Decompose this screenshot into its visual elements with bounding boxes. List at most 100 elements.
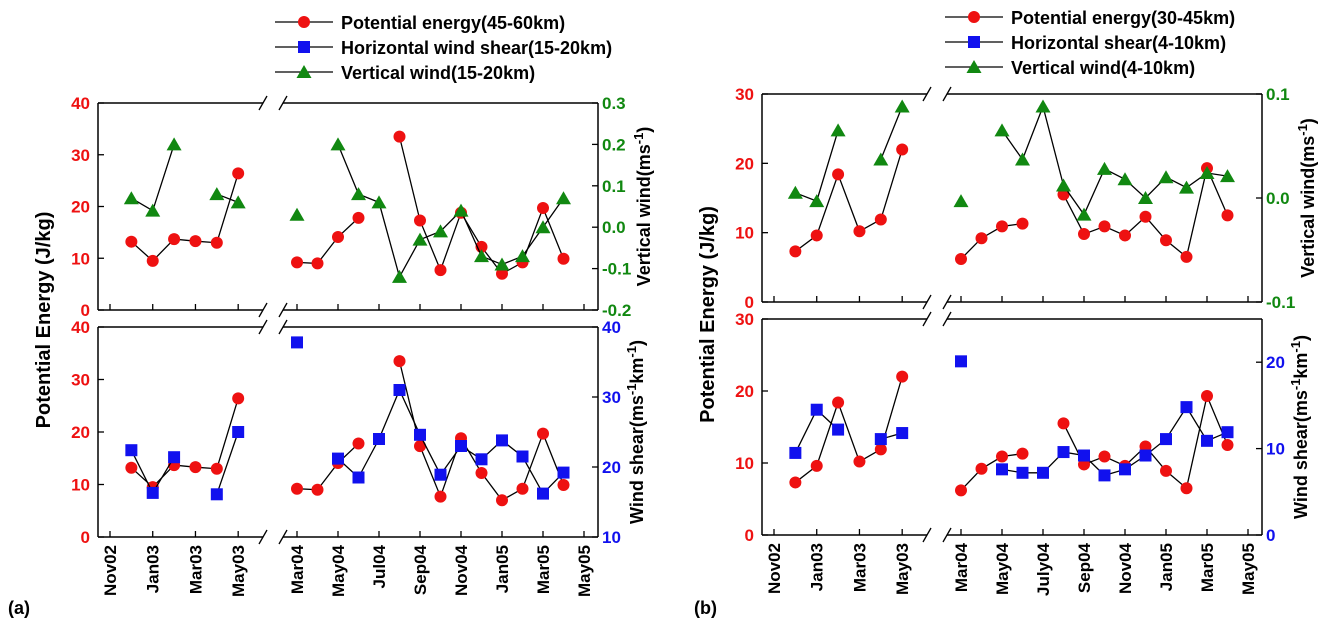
label-part: -1: [624, 384, 639, 396]
shear-point: [1057, 446, 1070, 459]
pe-point: [332, 231, 344, 244]
pe-point: [1098, 450, 1111, 463]
x-tick-label: Jan05: [1157, 543, 1176, 591]
axis-break-mark: [922, 86, 932, 102]
pe-point: [434, 264, 447, 277]
pe-point: [1057, 188, 1070, 201]
top-subplot: 0 10 20 30 40 -0.2 -0.1 0.0 0.1 0.2 0.3 Vertical wi…: [71, 94, 654, 320]
x-tick-label: May04: [993, 542, 1012, 595]
vw-point: [1138, 191, 1153, 204]
pe-point: [311, 483, 324, 496]
shear-point: [1221, 426, 1234, 439]
x-tick-label: May05: [1239, 543, 1258, 595]
pe-point: [291, 482, 303, 495]
pe-point: [1221, 209, 1234, 222]
vw-point: [1199, 166, 1215, 180]
vw-point: [166, 137, 182, 151]
pe-point: [896, 143, 909, 156]
axis-break-mark: [922, 294, 932, 310]
pe-point: [853, 455, 866, 468]
pe-point: [810, 459, 823, 472]
shear-line: [1001, 405, 1228, 477]
pe-line: [960, 452, 1023, 491]
vw-point: [371, 195, 387, 209]
y-tick-label-left: 20: [735, 154, 754, 173]
label-part: ): [1291, 335, 1311, 341]
shear-point: [1201, 434, 1213, 447]
pe-line: [130, 173, 239, 262]
pe-point: [996, 450, 1008, 463]
y-tick-label-right: 0.0: [1266, 189, 1290, 208]
x-tick-label: Nov04: [452, 544, 471, 596]
y-tick-label-left: 20: [71, 423, 90, 442]
pe-point: [125, 461, 138, 474]
label-part: ): [627, 340, 647, 346]
y-tick-label-right: 0.3: [602, 94, 626, 113]
shear-point: [455, 440, 467, 452]
pe-point: [1160, 234, 1172, 247]
pe-point: [832, 396, 845, 409]
pe-point: [298, 16, 310, 28]
axis-break-mark: [258, 302, 268, 318]
y-tick-label-right: 0.1: [1266, 85, 1290, 104]
x-tick-label: Nov04: [1116, 542, 1135, 594]
pe-point: [955, 484, 967, 497]
vw-point: [1056, 178, 1071, 192]
axis-break-mark: [258, 319, 268, 335]
pe-point: [189, 235, 202, 248]
vw-point: [230, 195, 246, 209]
vw-point: [1158, 170, 1174, 184]
y-tick-label-left: 30: [735, 85, 754, 104]
pe-point: [232, 167, 245, 180]
vw-point: [1220, 169, 1235, 183]
pe-point: [1160, 464, 1172, 477]
pe-point: [832, 168, 845, 181]
pe-point: [853, 225, 866, 238]
x-tick-label: Jan03: [808, 543, 827, 591]
vw-point: [1097, 161, 1112, 175]
top-subplot: 0 10 20 30 -0.1 0.0 0.1 Vertical wind(ms-1): [735, 85, 1318, 312]
y-tick-label-right: -0.2: [602, 301, 631, 320]
y-axis-label-left: Potential Energy (J/kg): [697, 206, 719, 423]
pe-point: [146, 254, 159, 267]
x-tick-label: May03: [893, 543, 912, 595]
y-tick-label-left: 40: [71, 94, 90, 113]
pe-point: [896, 370, 909, 383]
vw-line: [1001, 104, 1228, 216]
shear-point: [968, 36, 980, 48]
shear-point: [1180, 401, 1193, 414]
y-tick-label-left: 20: [735, 382, 754, 401]
axis-break-mark: [278, 95, 288, 111]
x-tick-label: Mar04: [288, 544, 307, 594]
pe-point: [975, 232, 988, 245]
label-part: ): [1298, 118, 1318, 124]
panel-label: (a): [8, 598, 30, 618]
pe-point: [393, 355, 406, 368]
y-tick-label-right: 0.1: [602, 177, 626, 196]
pe-point: [955, 253, 967, 266]
y-tick-label-left: 10: [71, 476, 90, 495]
x-tick-label: Jul04: [370, 544, 389, 588]
axis-break-mark: [278, 319, 288, 335]
y-tick-label-right: 0: [1266, 526, 1275, 545]
pe-point: [789, 476, 802, 489]
pe-line: [296, 217, 359, 265]
pe-line: [130, 398, 239, 489]
axis-break-mark: [942, 527, 952, 543]
vw-point: [1015, 152, 1030, 166]
axis-break-mark: [942, 294, 952, 310]
y-tick-label-right: -0.1: [1266, 293, 1295, 312]
vw-point: [453, 203, 469, 217]
y-axis-label-right: Vertical wind(ms-1): [631, 127, 655, 287]
y-tick-label-left: 10: [735, 454, 754, 473]
vw-line: [337, 144, 565, 279]
shear-point: [789, 446, 802, 459]
pe-point: [125, 235, 138, 248]
shear-point: [874, 433, 887, 446]
y-tick-label-left: 0: [745, 293, 754, 312]
y-tick-label-left: 0: [81, 301, 90, 320]
vw-point: [966, 60, 982, 73]
y-tick-label-right: 0.0: [602, 218, 626, 237]
axis-break-mark: [922, 527, 932, 543]
